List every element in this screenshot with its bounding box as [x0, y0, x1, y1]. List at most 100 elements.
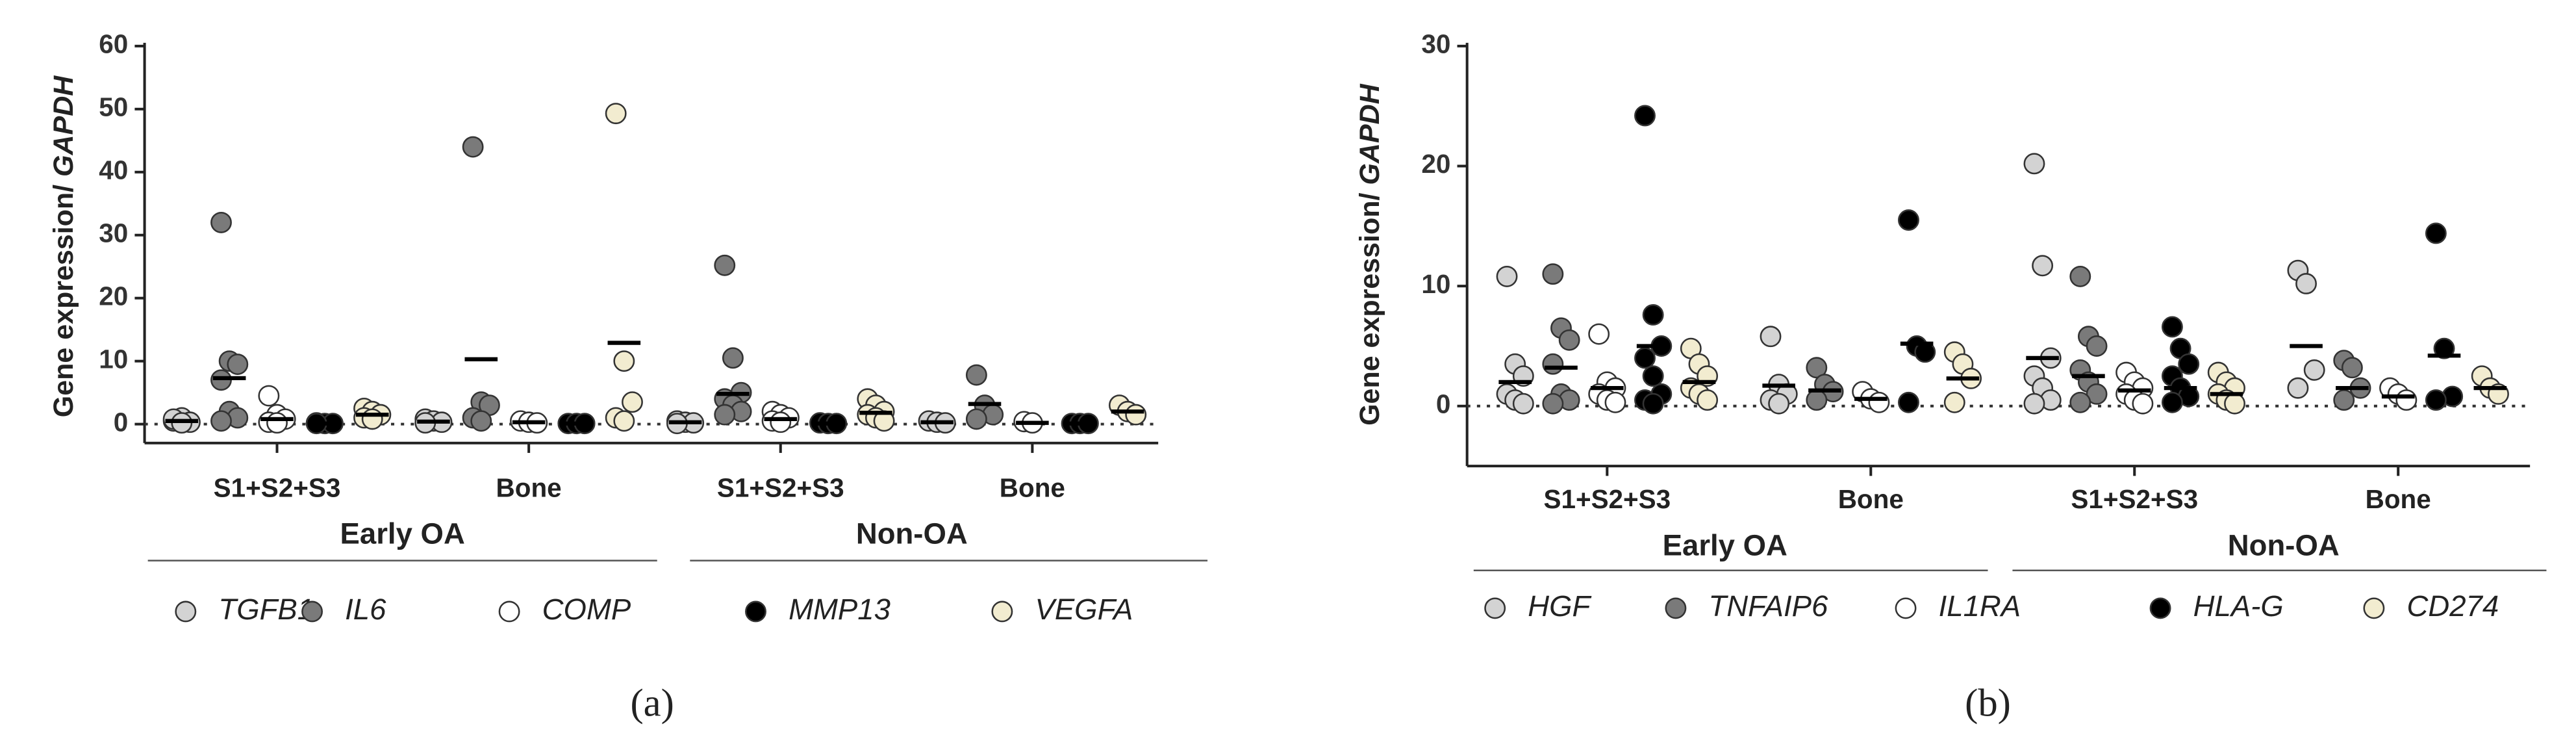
data-point — [2178, 353, 2200, 375]
data-point — [714, 404, 736, 426]
data-point — [714, 254, 736, 276]
x-tick-label: Bone — [496, 473, 562, 503]
group-label: Non-OA — [856, 517, 968, 550]
data-point — [470, 410, 492, 432]
x-tick-label: S1+S2+S3 — [2071, 484, 2198, 514]
data-point — [2224, 393, 2245, 415]
legend-marker — [1484, 597, 1506, 619]
data-point — [2032, 255, 2054, 277]
data-point — [1768, 393, 1790, 415]
data-point — [2295, 273, 2317, 294]
data-point — [1760, 326, 1782, 348]
data-point — [2303, 359, 2325, 381]
data-point — [1806, 389, 1828, 411]
data-point — [622, 391, 643, 413]
group-label: Non-OA — [2228, 528, 2340, 561]
data-point — [266, 412, 288, 434]
data-point — [613, 350, 635, 372]
legend-label: IL1RA — [1939, 589, 2021, 623]
data-point — [1697, 389, 1719, 411]
y-tick-label: 30 — [1421, 29, 1450, 59]
y-tick-label: 40 — [99, 155, 128, 185]
y-tick-label: 20 — [1421, 149, 1450, 179]
data-point — [770, 411, 792, 433]
y-axis-label-text: Gene expression/ — [49, 177, 80, 417]
panel-label: (a) — [630, 682, 674, 725]
legend-marker — [301, 600, 323, 623]
data-point — [605, 103, 627, 125]
legend-label: COMP — [542, 593, 631, 626]
legend-marker — [991, 600, 1013, 623]
x-tick-label: S1+S2+S3 — [717, 473, 844, 503]
data-point — [2395, 389, 2418, 411]
data-point — [1642, 304, 1664, 326]
legend-label: VEGFA — [1035, 593, 1133, 626]
data-point — [2433, 337, 2455, 359]
x-tick-label: S1+S2+S3 — [214, 473, 341, 503]
y-axis-label: Gene expression/ GAPDH — [49, 75, 80, 418]
legend-marker — [745, 600, 766, 623]
data-point — [2023, 393, 2045, 415]
panel-label: (b) — [1965, 682, 2011, 725]
group-label: Early OA — [1663, 528, 1787, 561]
data-point — [722, 347, 744, 369]
legend-marker — [175, 600, 197, 623]
data-point — [965, 408, 987, 430]
data-point — [2161, 316, 2183, 338]
legend-label: HGF — [1528, 589, 1591, 623]
legend-label: TGFB1 — [218, 593, 314, 626]
data-point — [965, 364, 987, 386]
data-point — [2069, 265, 2091, 287]
y-tick-label: 60 — [99, 29, 128, 59]
data-point — [2425, 389, 2447, 411]
data-point — [1125, 404, 1147, 426]
legend-label: MMP13 — [789, 593, 890, 626]
data-point — [1604, 391, 1626, 413]
y-tick-label: 0 — [1436, 389, 1451, 419]
data-point — [210, 211, 232, 233]
data-point — [2023, 153, 2045, 175]
data-point — [1512, 393, 1534, 415]
y-tick-label: 20 — [99, 281, 128, 311]
data-point — [1806, 357, 1828, 379]
data-point — [2425, 222, 2447, 244]
legend-label: TNFAIP6 — [1709, 589, 1828, 623]
legend-label: HLA-G — [2193, 589, 2284, 623]
data-point — [1542, 393, 1564, 415]
legend-label: CD274 — [2406, 589, 2499, 623]
data-point — [462, 136, 484, 158]
data-point — [1542, 263, 1564, 285]
x-tick-label: Bone — [1838, 484, 1904, 514]
legend-marker — [2363, 597, 2385, 619]
data-point — [1898, 391, 1919, 413]
data-point — [2333, 389, 2355, 411]
data-point — [1868, 391, 1890, 413]
data-point — [1496, 265, 1518, 287]
x-tick-label: Bone — [2366, 484, 2431, 514]
data-point — [2086, 335, 2108, 357]
y-axis-label-gene: GAPDH — [1354, 83, 1385, 185]
legend-marker — [498, 600, 520, 623]
data-point — [2287, 377, 2309, 399]
data-point — [258, 385, 280, 407]
legend-marker — [1665, 597, 1687, 619]
y-axis-label-gene: GAPDH — [49, 75, 80, 177]
y-axis-label: Gene expression/ GAPDH — [1354, 83, 1385, 426]
legend-marker — [2149, 597, 2171, 619]
data-point — [1898, 209, 1919, 231]
data-point — [613, 410, 635, 432]
legend-label: IL6 — [345, 593, 386, 626]
x-tick-label: S1+S2+S3 — [1543, 484, 1671, 514]
data-point — [210, 410, 232, 432]
data-point — [2069, 391, 2091, 413]
y-tick-label: 0 — [114, 407, 129, 437]
data-point — [1943, 391, 1965, 413]
y-tick-label: 50 — [99, 92, 128, 122]
data-point — [1588, 323, 1610, 345]
x-tick-label: Bone — [1000, 473, 1065, 503]
data-point — [2161, 391, 2183, 413]
data-point — [1642, 393, 1664, 415]
data-point — [1542, 353, 1564, 375]
y-axis-label-text: Gene expression/ — [1354, 185, 1385, 426]
